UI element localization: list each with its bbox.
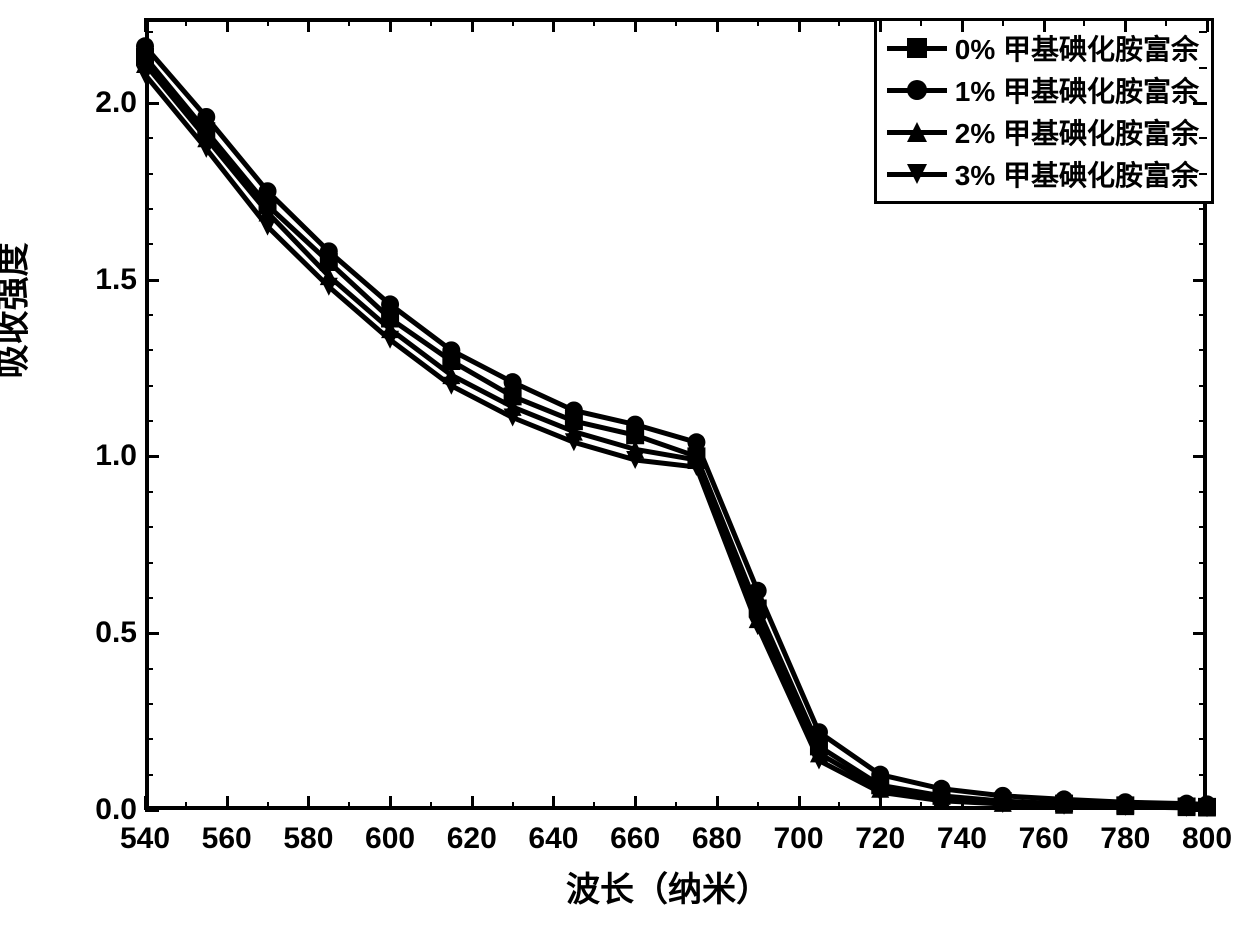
- x-tick-label: 620: [447, 822, 497, 856]
- series-marker: [442, 377, 460, 395]
- y-tick-label: 1.5: [87, 263, 137, 297]
- x-tick-label: 760: [1019, 822, 1069, 856]
- legend-label: 1% 甲基碘化胺富余: [955, 70, 1199, 110]
- legend-marker-icon: [904, 161, 930, 187]
- legend-marker-icon: [904, 119, 930, 145]
- legend-marker-icon: [904, 35, 930, 61]
- legend-item: 2% 甲基碘化胺富余: [887, 111, 1199, 153]
- legend: 0% 甲基碘化胺富余1% 甲基碘化胺富余2% 甲基碘化胺富余3% 甲基碘化胺富余: [874, 18, 1214, 204]
- legend-item: 1% 甲基碘化胺富余: [887, 69, 1199, 111]
- x-axis-label: 波长（纳米）: [566, 862, 770, 911]
- x-tick-label: 540: [120, 822, 170, 856]
- series-marker: [504, 373, 522, 391]
- x-tick-label: 560: [202, 822, 252, 856]
- x-tick-label: 740: [937, 822, 987, 856]
- x-tick-label: 660: [610, 822, 660, 856]
- x-tick-label: 580: [283, 822, 333, 856]
- series-marker: [626, 416, 644, 434]
- series-marker: [687, 433, 705, 451]
- legend-line-icon: [887, 46, 947, 51]
- series-marker: [442, 341, 460, 359]
- legend-line-icon: [887, 88, 947, 93]
- legend-item: 3% 甲基碘化胺富余: [887, 153, 1199, 195]
- y-tick-label: 0.0: [87, 793, 137, 827]
- x-tick-label: 780: [1100, 822, 1150, 856]
- series-marker: [136, 37, 154, 55]
- legend-label: 0% 甲基碘化胺富余: [955, 28, 1199, 68]
- x-tick-label: 600: [365, 822, 415, 856]
- series-marker: [197, 108, 215, 126]
- y-axis-label: 吸收强度: [0, 219, 35, 379]
- legend-label: 3% 甲基碘化胺富余: [955, 154, 1199, 194]
- series-marker: [381, 295, 399, 313]
- x-tick-label: 720: [855, 822, 905, 856]
- legend-line-icon: [887, 172, 947, 177]
- x-tick-label: 700: [774, 822, 824, 856]
- legend-marker-icon: [904, 77, 930, 103]
- x-tick-label: 680: [692, 822, 742, 856]
- series-marker: [320, 242, 338, 260]
- x-tick-label: 800: [1182, 822, 1232, 856]
- y-tick-label: 0.5: [87, 616, 137, 650]
- legend-item: 0% 甲基碘化胺富余: [887, 27, 1199, 69]
- series-marker: [259, 182, 277, 200]
- series-marker: [565, 401, 583, 419]
- x-tick-label: 640: [528, 822, 578, 856]
- legend-line-icon: [887, 130, 947, 135]
- absorption-chart: 吸收强度 波长（纳米） 0% 甲基碘化胺富余1% 甲基碘化胺富余2% 甲基碘化胺…: [0, 0, 1240, 932]
- y-tick-label: 1.0: [87, 439, 137, 473]
- legend-label: 2% 甲基碘化胺富余: [955, 112, 1199, 152]
- y-tick-label: 2.0: [87, 86, 137, 120]
